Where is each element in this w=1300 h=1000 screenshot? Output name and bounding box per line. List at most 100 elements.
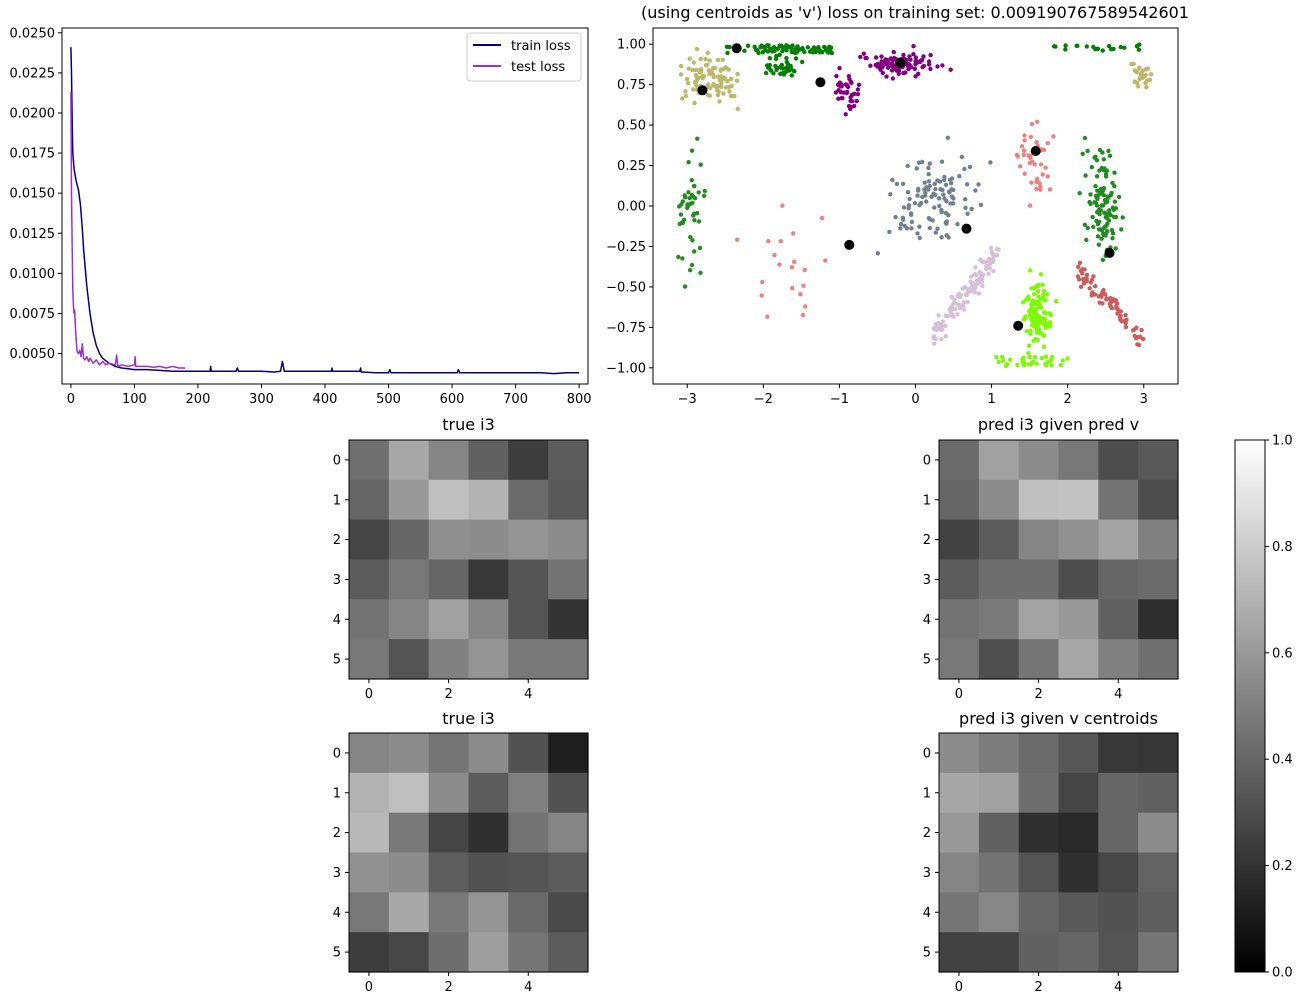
- scatter-point: [1047, 311, 1052, 316]
- scatter-point: [856, 82, 862, 88]
- heatmap-cell: [1098, 559, 1139, 600]
- scatter-point: [950, 201, 956, 206]
- heatmap-cell: [1058, 599, 1099, 640]
- scatter-point: [992, 253, 998, 258]
- heatmap-cell: [428, 479, 470, 521]
- scatter-point: [1102, 166, 1107, 171]
- scatter-point: [943, 220, 948, 225]
- scatter-point: [1099, 236, 1104, 241]
- scatter-point: [888, 192, 893, 197]
- centroid-point: [844, 239, 855, 250]
- scatter-point: [1034, 186, 1039, 192]
- scatter-point: [1046, 324, 1052, 329]
- scatter-point: [942, 174, 947, 180]
- scatter-point: [915, 231, 920, 236]
- y-tick-label: 1: [923, 493, 931, 508]
- scatter-point: [928, 66, 933, 72]
- scatter-point: [1027, 354, 1032, 360]
- scatter-point: [800, 59, 805, 65]
- scatter-point: [678, 63, 684, 69]
- x-tick-label: 600: [440, 392, 465, 407]
- heatmap-cell: [978, 440, 1020, 481]
- scatter-point: [837, 65, 842, 71]
- heatmap-cell: [1098, 440, 1139, 481]
- scatter-point: [692, 80, 698, 85]
- scatter-point: [894, 68, 900, 73]
- scatter-point: [949, 307, 955, 312]
- y-tick-label: 0.0175: [10, 147, 56, 162]
- heatmap-cell: [349, 440, 390, 481]
- scatter-point: [1022, 171, 1027, 176]
- x-tick-label: −2: [754, 392, 773, 407]
- scatter-point: [1083, 173, 1088, 178]
- scatter-point: [752, 44, 757, 49]
- scatter-point: [937, 196, 942, 201]
- scatter-point: [687, 56, 692, 61]
- scatter-point: [1015, 362, 1020, 368]
- scatter-point: [689, 262, 695, 268]
- scatter-point: [955, 312, 960, 317]
- scatter-point: [1148, 72, 1154, 77]
- scatter-point: [1114, 304, 1119, 309]
- heatmap-cell: [468, 892, 509, 933]
- scatter-point: [1087, 286, 1092, 291]
- heatmap-cell: [939, 440, 980, 481]
- scatter-point: [921, 54, 926, 59]
- scatter-point: [1100, 48, 1105, 53]
- scatter-point: [1092, 155, 1098, 160]
- heatmap-cell: [548, 812, 589, 854]
- scatter-point: [1123, 320, 1128, 326]
- scatter-point: [889, 61, 894, 66]
- scatter-point: [1099, 228, 1105, 233]
- scatter-point: [725, 50, 730, 56]
- scatter-point: [778, 239, 783, 244]
- scatter-point: [932, 205, 937, 210]
- scatter-point: [858, 54, 863, 60]
- heatmap-cell: [1058, 479, 1099, 521]
- scatter-point: [1060, 358, 1066, 363]
- scatter-point: [720, 57, 725, 62]
- scatter-point: [1097, 300, 1102, 305]
- scatter-point: [1021, 355, 1026, 360]
- scatter-point: [1038, 184, 1043, 189]
- scatter-point: [841, 90, 846, 95]
- scatter-point: [848, 95, 853, 100]
- x-tick-label: 0: [955, 980, 963, 995]
- heatmap-cell: [349, 733, 390, 774]
- scatter-point: [1020, 300, 1026, 305]
- loss-line-test: [70, 92, 186, 369]
- y-tick-label: 4: [333, 613, 341, 628]
- scatter-point: [1089, 293, 1095, 298]
- scatter-point: [790, 49, 796, 55]
- heatmap-title: pred i3 given v centroids: [959, 709, 1158, 728]
- y-tick-label: 0.0200: [10, 106, 56, 121]
- scatter-point: [742, 48, 747, 53]
- scatter-point: [836, 96, 841, 101]
- scatter-point: [978, 257, 983, 262]
- scatter-point: [940, 63, 945, 68]
- scatter-point: [1119, 319, 1125, 324]
- heatmap-cell: [1138, 599, 1179, 640]
- heatmap-cell: [939, 932, 980, 973]
- scatter-point: [885, 61, 891, 67]
- heatmap-cell: [1058, 892, 1099, 933]
- scatter-point: [1043, 317, 1048, 322]
- loss-plot-area: [61, 27, 589, 385]
- scatter-point: [760, 279, 765, 285]
- heatmap-cell: [349, 599, 390, 640]
- scatter-chart: (using centroids as 'v') loss on trainin…: [606, 3, 1189, 407]
- scatter-point: [715, 57, 721, 63]
- scatter-point: [791, 231, 796, 236]
- scatter-point: [911, 52, 916, 57]
- heatmap-cell: [1138, 852, 1179, 893]
- scatter-point: [692, 218, 697, 223]
- scatter-point: [1102, 224, 1108, 229]
- scatter-point: [976, 291, 982, 296]
- scatter-point: [939, 207, 944, 213]
- y-tick-label: 0.0075: [10, 307, 56, 322]
- scatter-point: [1032, 354, 1038, 360]
- scatter-point: [800, 312, 806, 318]
- scatter-point: [1144, 78, 1150, 83]
- scatter-point: [963, 197, 968, 202]
- scatter-point: [716, 84, 721, 89]
